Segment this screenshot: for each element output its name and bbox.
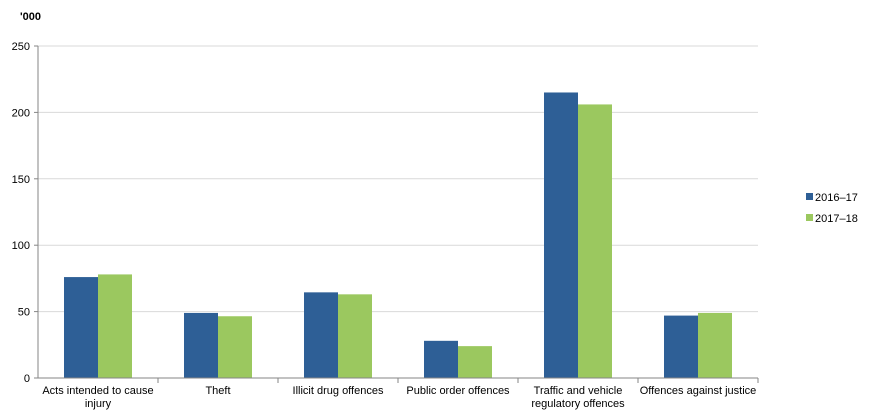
x-tick-label: regulatory offences [531,398,625,410]
legend-label: 2016–17 [815,192,858,204]
legend-swatch [806,193,813,200]
x-tick-label: injury [85,398,112,410]
bar-2017–18-5 [698,312,732,378]
legend-swatch [806,214,813,221]
bar-2017–18-1 [218,316,252,378]
y-tick-label: 100 [12,240,30,252]
x-tick-label: Theft [205,385,230,397]
x-tick-label: Acts intended to cause [42,385,153,397]
bar-2016–17-2 [304,292,338,378]
bar-2016–17-0 [64,277,98,378]
bar-2016–17-4 [544,92,578,378]
x-tick-label: Illicit drug offences [293,385,384,397]
bar-2017–18-2 [338,294,372,378]
y-axis-unit-label: '000 [20,11,41,23]
bar-2016–17-3 [424,340,458,378]
bar-2016–17-1 [184,312,218,378]
x-tick-label: Offences against justice [640,385,757,397]
bar-2016–17-5 [664,315,698,378]
bar-2017–18-3 [458,346,492,378]
y-tick-label: 200 [12,107,30,119]
bar-2017–18-4 [578,104,612,378]
y-tick-label: 150 [12,174,30,186]
y-tick-label: 50 [18,307,30,319]
x-tick-label: Public order offences [406,385,510,397]
y-tick-label: 250 [12,41,30,53]
y-tick-label: 0 [24,373,30,385]
x-tick-label: Traffic and vehicle [534,385,623,397]
bar-2017–18-0 [98,274,132,378]
legend-label: 2017–18 [815,213,858,225]
